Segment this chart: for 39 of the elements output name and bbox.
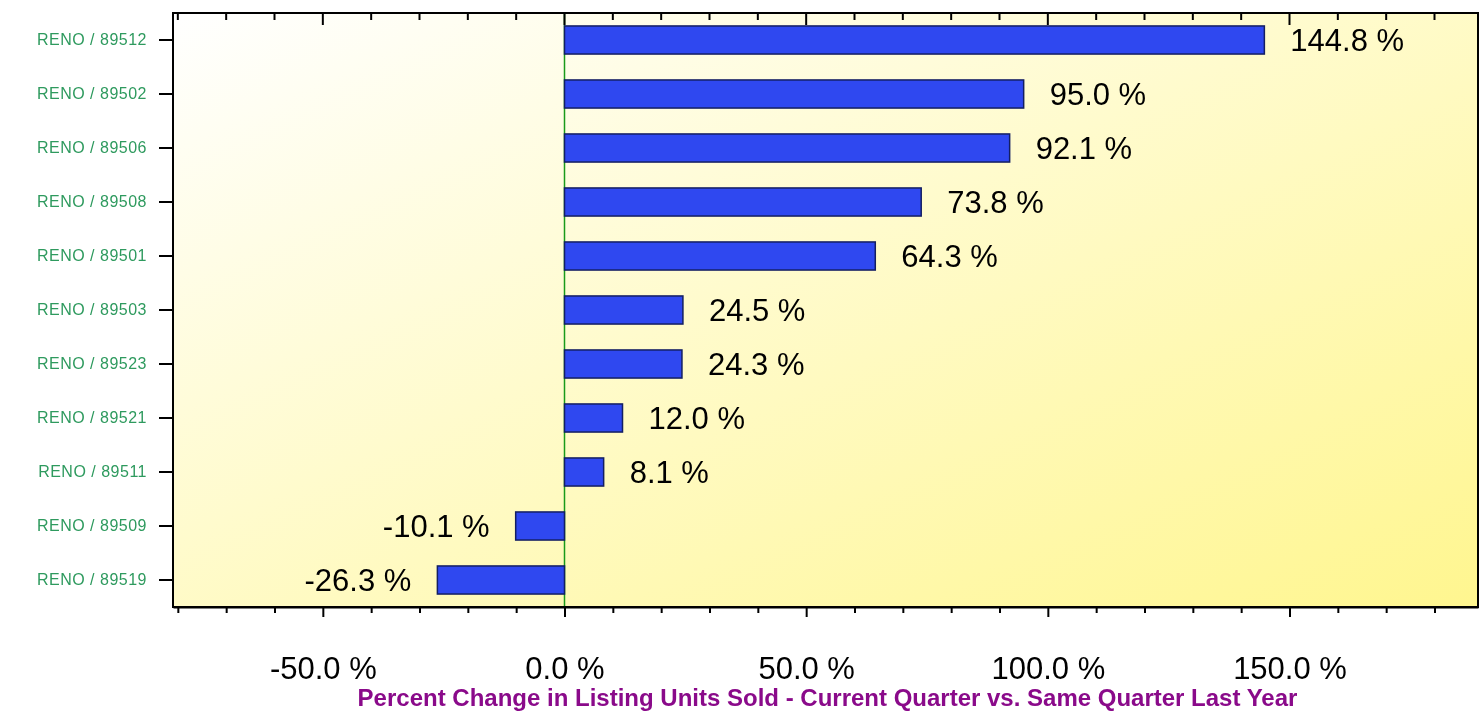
data-label: 73.8 %	[947, 185, 1044, 221]
y-tick-label: RENO / 89519	[36, 571, 147, 589]
y-tick-label: RENO / 89506	[36, 139, 147, 157]
y-tick-label: RENO / 89511	[38, 463, 147, 481]
y-tick-label: RENO / 89509	[36, 517, 147, 535]
bar	[436, 565, 566, 595]
x-tick-label: 50.0 %	[758, 651, 855, 687]
data-label: 24.3 %	[707, 347, 805, 383]
bar	[563, 457, 605, 487]
data-label: 24.5 %	[708, 293, 806, 329]
data-label: 92.1 %	[1035, 131, 1133, 167]
data-label: -10.1 %	[382, 509, 490, 545]
data-label: 144.8 %	[1290, 23, 1405, 59]
bar	[563, 133, 1011, 163]
x-tick-label: -50.0 %	[269, 651, 377, 687]
y-tick-label: RENO / 89501	[36, 247, 147, 265]
bar	[563, 25, 1266, 55]
x-tick-label: 100.0 %	[991, 651, 1106, 687]
data-label: 95.0 %	[1049, 77, 1147, 113]
y-tick-label: RENO / 89508	[36, 193, 147, 211]
bar	[563, 295, 684, 325]
x-tick-label: 150.0 %	[1233, 651, 1347, 687]
bar	[514, 511, 566, 541]
bar	[563, 79, 1025, 109]
x-axis-title: Percent Change in Listing Units Sold - Current Quarter vs. Same Quarter Last Year	[357, 684, 1298, 711]
bar	[563, 187, 922, 217]
data-label: 64.3 %	[901, 239, 998, 275]
data-label: -26.3 %	[304, 563, 412, 599]
data-label: 8.1 %	[629, 455, 709, 491]
y-tick-label: RENO / 89521	[36, 409, 147, 427]
x-tick-label: 0.0 %	[525, 651, 605, 687]
bar	[563, 349, 683, 379]
data-label: 12.0 %	[648, 401, 746, 437]
bar	[563, 241, 877, 271]
y-tick-label: RENO / 89503	[36, 301, 147, 319]
y-tick-label: RENO / 89512	[36, 31, 147, 49]
y-tick-label: RENO / 89523	[36, 355, 147, 373]
bar	[563, 403, 624, 433]
y-tick-label: RENO / 89502	[36, 85, 147, 103]
